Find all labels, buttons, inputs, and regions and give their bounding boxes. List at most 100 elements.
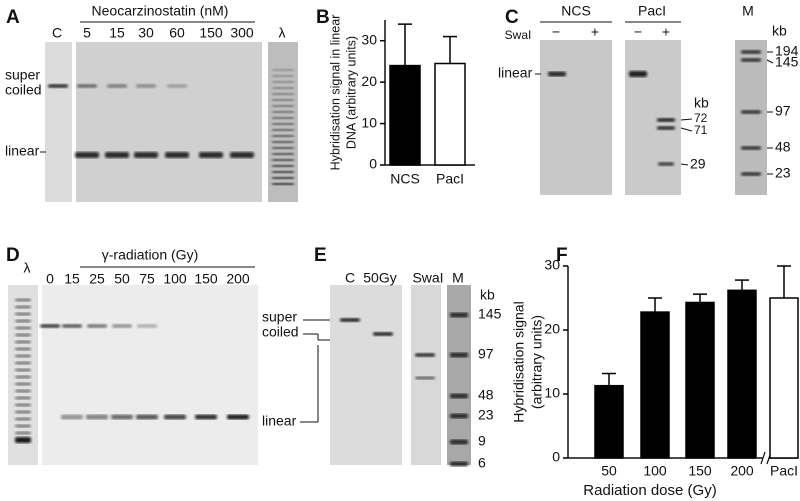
band bbox=[199, 152, 223, 158]
bar bbox=[434, 62, 466, 166]
rule bbox=[760, 451, 766, 465]
band bbox=[15, 389, 31, 393]
label: E bbox=[314, 245, 327, 266]
band bbox=[136, 414, 158, 420]
x-tick-label: 100 bbox=[643, 463, 667, 479]
band bbox=[15, 403, 31, 407]
band bbox=[230, 152, 254, 158]
band bbox=[15, 298, 31, 302]
band bbox=[15, 382, 31, 386]
label: 145 bbox=[478, 306, 502, 322]
label: NCS bbox=[561, 3, 591, 19]
band bbox=[340, 318, 360, 322]
label: 150 bbox=[194, 271, 218, 287]
y-axis-label: DNA (arbitrary units) bbox=[344, 36, 358, 149]
band bbox=[272, 176, 294, 180]
label: λ bbox=[24, 260, 31, 276]
band bbox=[15, 354, 31, 358]
band bbox=[415, 353, 435, 357]
band bbox=[40, 324, 60, 328]
label: C bbox=[52, 25, 62, 41]
bar bbox=[640, 311, 670, 459]
label: 71 bbox=[694, 123, 708, 137]
band bbox=[741, 146, 761, 150]
label: 5 bbox=[83, 25, 91, 41]
label: PacI bbox=[638, 3, 666, 19]
y-axis-label: Hybridisation signal bbox=[511, 301, 527, 422]
label: − bbox=[552, 24, 560, 40]
label: A bbox=[6, 7, 20, 28]
band bbox=[107, 84, 127, 88]
band bbox=[272, 104, 294, 108]
label: 9 bbox=[478, 433, 486, 449]
band bbox=[272, 68, 294, 72]
label: 97 bbox=[478, 346, 494, 362]
gel bbox=[540, 40, 612, 195]
y-tick-label: 30 bbox=[544, 257, 560, 273]
gel bbox=[447, 285, 471, 465]
band bbox=[15, 424, 31, 428]
band bbox=[87, 324, 107, 328]
band bbox=[15, 326, 31, 330]
band bbox=[548, 71, 566, 77]
label: 15 bbox=[64, 271, 80, 287]
band bbox=[227, 414, 249, 420]
label: D bbox=[6, 245, 20, 266]
band bbox=[272, 170, 294, 174]
x-tick-label: 150 bbox=[688, 463, 712, 479]
label: B bbox=[316, 7, 330, 28]
band bbox=[272, 128, 294, 132]
gel bbox=[330, 285, 402, 465]
band bbox=[61, 414, 83, 420]
band bbox=[15, 431, 31, 435]
label: 29 bbox=[690, 156, 706, 172]
band bbox=[450, 312, 468, 318]
rule bbox=[680, 163, 689, 166]
label: λ bbox=[279, 25, 286, 41]
label: SwaI bbox=[412, 270, 443, 286]
band bbox=[741, 110, 761, 114]
label: 100 bbox=[163, 271, 187, 287]
label: super bbox=[5, 67, 40, 83]
y-axis-label: (arbitrary units) bbox=[529, 315, 545, 409]
label: − bbox=[634, 24, 642, 40]
band bbox=[105, 152, 129, 158]
label: 60 bbox=[169, 25, 185, 41]
label: 48 bbox=[775, 139, 791, 155]
band bbox=[195, 414, 217, 420]
band bbox=[165, 152, 189, 158]
label: 50 bbox=[114, 271, 130, 287]
band bbox=[112, 324, 132, 328]
band bbox=[741, 172, 761, 176]
label: kb bbox=[694, 95, 709, 111]
band bbox=[15, 347, 31, 351]
label: linear bbox=[498, 65, 533, 81]
band bbox=[272, 134, 294, 138]
band bbox=[136, 84, 156, 88]
label: Neocarzinostatin (nM) bbox=[92, 3, 229, 19]
band bbox=[272, 74, 294, 78]
band bbox=[415, 376, 435, 380]
label: M bbox=[452, 270, 464, 286]
label: C bbox=[505, 7, 519, 28]
y-tick-label: 20 bbox=[361, 73, 377, 89]
band bbox=[741, 58, 761, 62]
band bbox=[272, 146, 294, 150]
band bbox=[450, 393, 468, 399]
band bbox=[272, 80, 294, 84]
label: 30 bbox=[138, 25, 154, 41]
band bbox=[15, 333, 31, 337]
y-tick-label: 30 bbox=[361, 31, 377, 47]
label: linear bbox=[262, 413, 297, 429]
label: 23 bbox=[478, 407, 494, 423]
label: 75 bbox=[139, 271, 155, 287]
band bbox=[15, 437, 31, 443]
rule bbox=[680, 127, 693, 132]
x-tick-label: 200 bbox=[730, 463, 754, 479]
band bbox=[272, 122, 294, 126]
label: SwaI bbox=[505, 28, 532, 42]
band bbox=[15, 368, 31, 372]
bar bbox=[727, 289, 757, 459]
band bbox=[15, 319, 31, 323]
